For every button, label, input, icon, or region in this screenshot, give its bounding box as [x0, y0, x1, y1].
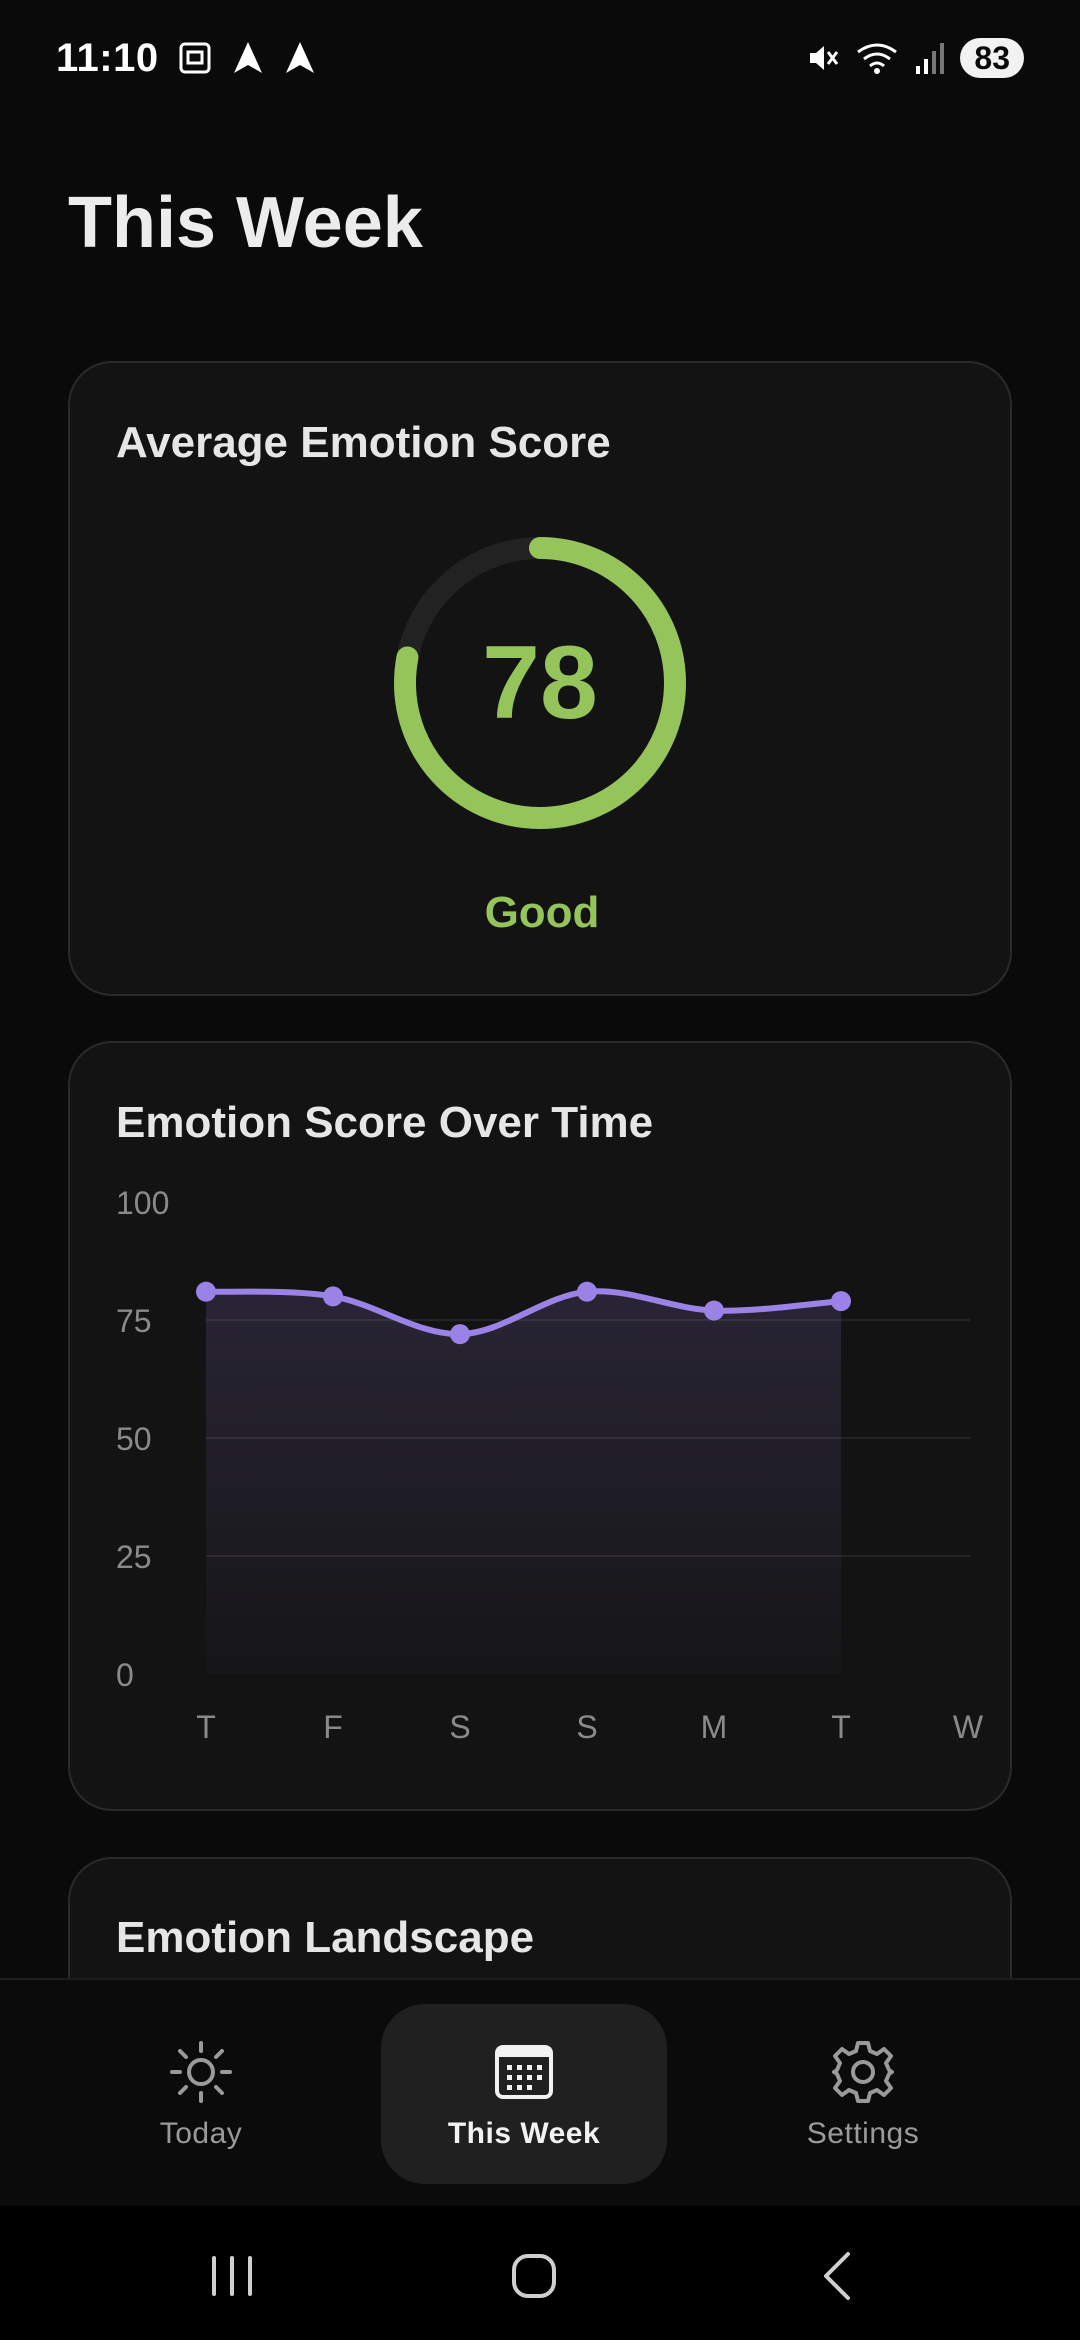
nav-this-week-label: This Week [447, 2117, 601, 2150]
landscape-title: Emotion Landscape [116, 1913, 535, 1962]
score-label: Good [484, 888, 600, 937]
x-tick-label: F [323, 1709, 343, 1745]
series-area [206, 1291, 841, 1674]
mute-icon [810, 46, 839, 70]
x-tick-label: T [831, 1709, 851, 1745]
data-point [450, 1324, 470, 1345]
system-nav-bar [0, 2206, 1080, 2340]
nav-today-label: Today [159, 2117, 243, 2150]
score-gauge-arc [394, 537, 686, 829]
data-point [577, 1281, 597, 1302]
page-title: This Week [68, 183, 423, 263]
status-right: 83 [804, 38, 1024, 78]
status-left: 11:10 [56, 36, 317, 81]
data-point [704, 1300, 724, 1321]
x-tick-label: M [701, 1709, 728, 1745]
nav-settings-label: Settings [806, 2117, 920, 2150]
x-tick-label: W [953, 1709, 984, 1745]
sun-icon [170, 2041, 232, 2103]
recent-apps-icon[interactable] [192, 2236, 272, 2316]
y-tick-label: 100 [116, 1185, 169, 1221]
x-tick-label: S [449, 1709, 470, 1745]
signal-icon [916, 43, 945, 74]
average-score-card: Average Emotion Score 78 Good [68, 361, 1012, 996]
back-icon[interactable] [798, 2236, 878, 2316]
x-tick-label: T [196, 1709, 216, 1745]
score-value: 78 [482, 624, 598, 741]
emotion-line-chart: 0 25 50 75 100 T F S S M T W [116, 1185, 984, 1745]
average-score-title: Average Emotion Score [116, 418, 611, 467]
calendar-icon [495, 2045, 553, 2099]
navigation-arrow-icon [233, 42, 262, 73]
data-point [196, 1281, 216, 1302]
series-line [203, 1288, 844, 1338]
y-tick-label: 75 [116, 1303, 152, 1339]
wifi-icon [857, 43, 898, 74]
data-point [831, 1291, 851, 1312]
home-icon[interactable] [494, 2236, 574, 2316]
chart-title: Emotion Score Over Time [116, 1098, 654, 1147]
y-tick-label: 25 [116, 1539, 152, 1575]
data-point [323, 1286, 343, 1307]
nav-today[interactable]: Today [58, 2004, 344, 2184]
status-time: 11:10 [56, 35, 159, 80]
status-bar: 11:10 83 [0, 0, 1080, 116]
battery-indicator: 83 [960, 38, 1024, 78]
screenshot-icon [179, 42, 211, 74]
nav-this-week[interactable]: This Week [381, 2004, 667, 2184]
bottom-nav: Today This Week Settings [0, 1978, 1080, 2208]
emotion-chart-card: Emotion Score Over Time 0 25 50 75 100 T F S S M T… [68, 1041, 1012, 1811]
nav-settings[interactable]: Settings [720, 2004, 1006, 2184]
gear-icon [832, 2041, 894, 2103]
score-gauge [394, 537, 686, 829]
navigation-arrow-icon [285, 42, 314, 73]
y-tick-label: 0 [116, 1657, 134, 1693]
x-tick-label: S [576, 1709, 597, 1745]
y-tick-label: 50 [116, 1421, 152, 1457]
